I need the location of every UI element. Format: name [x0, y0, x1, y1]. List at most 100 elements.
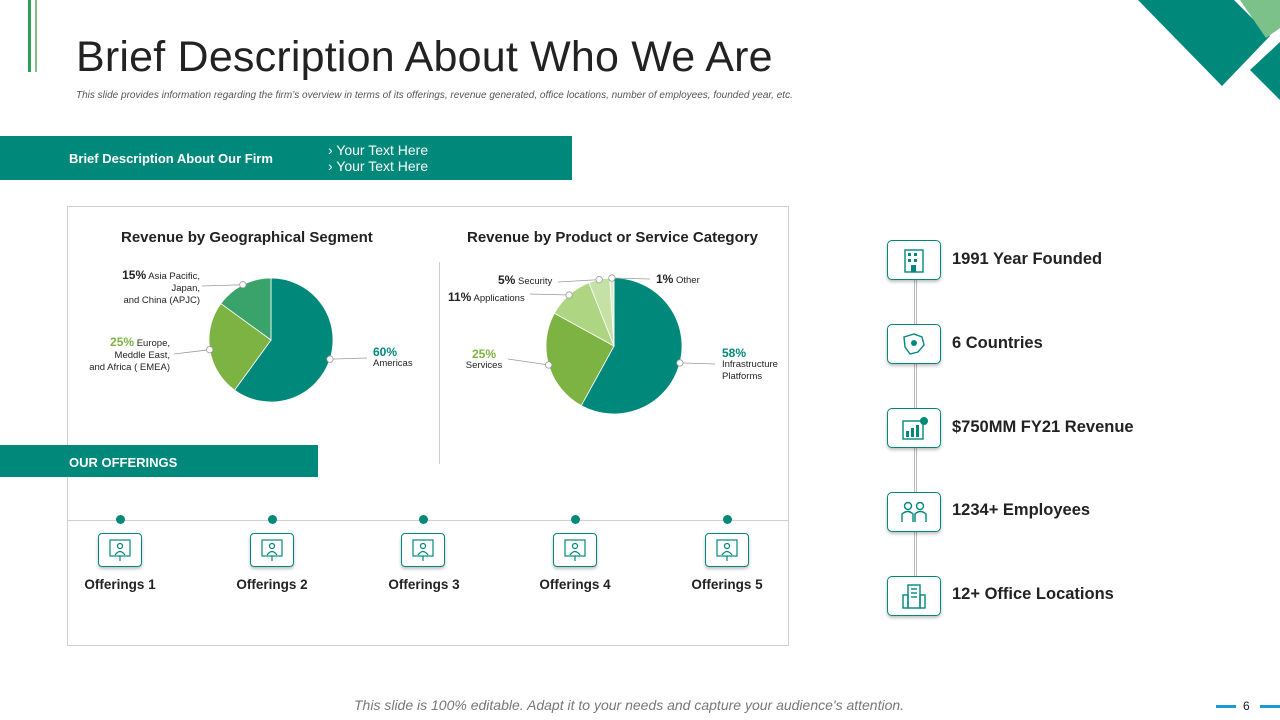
page-subtitle: This slide provides information regardin…: [76, 90, 793, 101]
offering-dot: [268, 515, 277, 524]
presenter-icon: [564, 539, 586, 561]
map-icon: [903, 333, 925, 355]
accent-bar-right: [35, 0, 37, 72]
timeline-text-4: 1234+ Employees: [952, 501, 1091, 519]
prod-pct-infra: 58%: [722, 346, 747, 360]
brief-item: › Your Text Here: [328, 142, 429, 158]
presenter-icon: [412, 539, 434, 561]
geo-name-emea: Europe,: [136, 338, 170, 349]
prod-pct-services: 25%: [471, 347, 497, 361]
geo-label-apjc: 15% Asia Pacific, Japan, and China (APJC…: [104, 269, 200, 307]
presenter-icon: [109, 539, 131, 561]
brief-item: › Your Text Here: [328, 158, 429, 174]
timeline-icon-box-5[interactable]: [887, 576, 941, 616]
pie-leader-line: [201, 284, 243, 287]
offering-2-icon-box[interactable]: [250, 533, 294, 567]
revenue-chart-icon: [902, 417, 928, 440]
corner-decoration: [1138, 0, 1280, 100]
offering-dot: [419, 515, 428, 524]
offering-4-label: Offerings 4: [539, 577, 611, 592]
pie-marker: [676, 359, 684, 367]
presenter-icon: [261, 539, 283, 561]
prod-pct-security: 5%: [498, 273, 516, 287]
footer-text: This slide is 100% editable. Adapt it to…: [354, 697, 905, 713]
office-building-icon: [902, 584, 926, 609]
offering-4-icon-box[interactable]: [553, 533, 597, 567]
brief-label: Brief Description About Our Firm: [69, 151, 273, 166]
pie-leader-line: [173, 349, 210, 355]
geo-pct-americas: 60%: [373, 345, 398, 359]
prod-label-infra: 58% Infrastructure Platforms: [722, 347, 778, 383]
offering-5-icon-box[interactable]: [705, 533, 749, 567]
chart-divider: [439, 262, 440, 464]
pie-leader-line: [507, 358, 549, 366]
offerings-line: [68, 520, 788, 521]
prod-pct-apps: 11%: [448, 290, 472, 304]
offerings-title: OUR OFFERINGS: [69, 455, 178, 470]
prod-name-infra: Infrastructure: [722, 359, 778, 370]
page-indicator-line-right: [1260, 705, 1280, 708]
timeline-text-1: 1991 Year Founded: [952, 250, 1103, 268]
prod-name-apps: Applications: [473, 293, 525, 304]
geo-label-americas: 60% Americas: [373, 346, 413, 370]
offering-1-icon-box[interactable]: [98, 533, 142, 567]
offering-5-label: Offerings 5: [691, 577, 763, 592]
product-pie-chart: [507, 274, 716, 415]
timeline-icon-box-3[interactable]: [887, 408, 941, 448]
prod-name-security: Security: [517, 276, 553, 287]
prod-pct-other: 1%: [656, 272, 674, 286]
offering-1-label: Offerings 1: [84, 577, 156, 592]
offering-2-label: Offerings 2: [236, 577, 308, 592]
pie-leader-line: [529, 293, 570, 296]
geo-name-apjc: Asia Pacific,: [148, 271, 200, 282]
pie-marker: [206, 346, 214, 354]
pie-marker: [608, 274, 616, 282]
offering-3-icon-box[interactable]: [401, 533, 445, 567]
prod-name-other: Other: [675, 275, 700, 286]
offering-dot: [723, 515, 732, 524]
offering-3-label: Offerings 3: [388, 577, 460, 592]
prod-label-other: 1% Other: [656, 273, 700, 287]
timeline-icon-box-4[interactable]: [887, 492, 941, 532]
corner-diamond-teal: [1138, 0, 1270, 86]
building-icon: [904, 249, 924, 273]
prod-label-services: 25% Services: [462, 348, 506, 372]
page-number: 6: [1243, 699, 1250, 713]
geo-name-americas: Americas: [373, 358, 413, 369]
page-title: Brief Description About Who We Are: [76, 33, 773, 81]
product-chart-title: Revenue by Product or Service Category: [467, 229, 758, 246]
geo-name-apjc-3: and China (APJC): [123, 295, 200, 306]
presenter-icon: [716, 539, 738, 561]
pie-leader-line: [611, 277, 651, 280]
timeline-icon-box-1[interactable]: [887, 240, 941, 280]
corner-diamond-green: [1240, 0, 1280, 38]
timeline-text-2: 6 Countries: [952, 334, 1043, 352]
timeline-text-5: 12+ Office Locations: [952, 585, 1114, 603]
geo-name-apjc-2: Japan,: [171, 283, 200, 294]
geo-name-emea-2: Meddle East,: [114, 350, 170, 361]
prod-name-infra-2: Platforms: [722, 371, 763, 382]
brief-band: [0, 136, 572, 180]
prod-name-services: Services: [465, 360, 503, 371]
prod-label-security: 5% Security: [498, 274, 552, 288]
pie-leader-line: [679, 362, 716, 365]
pie-marker: [239, 281, 247, 289]
offering-dot: [571, 515, 580, 524]
timeline-text-3: $750MM FY21 Revenue: [952, 418, 1134, 436]
offerings-band: [0, 445, 318, 477]
geo-name-emea-3: and Africa ( EMEA): [89, 362, 170, 373]
geo-chart-title: Revenue by Geographical Segment: [121, 229, 373, 246]
accent-bar-left: [28, 0, 31, 72]
corner-diamond-outline: [1250, 42, 1280, 100]
geo-pct-apjc: 15%: [122, 268, 147, 282]
geo-pie-chart: [173, 277, 368, 403]
charts-panel: [67, 206, 789, 646]
pie-marker: [326, 355, 334, 363]
geo-pct-emea: 25%: [110, 335, 135, 349]
page-indicator-line: [1216, 705, 1236, 708]
geo-label-emea: 25% Europe, Meddle East, and Africa ( EM…: [84, 336, 170, 374]
timeline-icon-box-2[interactable]: [887, 324, 941, 364]
employees-icon: [901, 501, 927, 522]
offering-dot: [116, 515, 125, 524]
pie-marker: [545, 361, 553, 369]
